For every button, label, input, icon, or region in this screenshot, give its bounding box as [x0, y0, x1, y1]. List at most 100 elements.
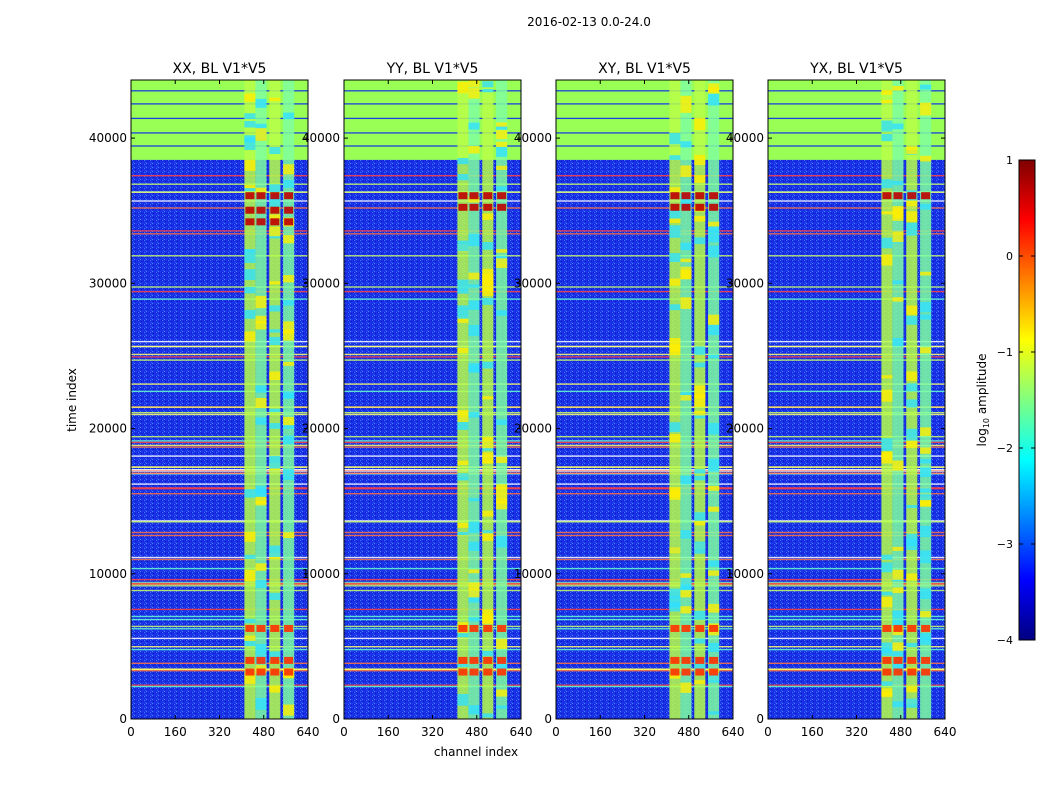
rfi-band-detail — [708, 226, 720, 233]
rfi-line — [344, 472, 521, 474]
rfi-line — [768, 233, 945, 235]
rfi-line — [344, 670, 521, 672]
rfi-band-detail — [496, 484, 508, 489]
rfi-line — [131, 200, 308, 202]
rfi-line — [556, 233, 733, 235]
rfi-band-detail — [669, 673, 681, 679]
flagged-line — [131, 145, 308, 147]
rfi-band-detail — [457, 316, 469, 323]
rfi-line — [344, 531, 521, 534]
rfi-band-detail — [468, 521, 480, 534]
rfi-line — [131, 298, 308, 300]
rfi-band-detail — [496, 689, 508, 697]
hot-cell — [670, 192, 680, 200]
rfi-line — [768, 582, 945, 585]
rfi-line — [768, 488, 945, 490]
y-tick-label: 10000 — [726, 567, 764, 581]
flagged-line — [131, 132, 308, 134]
hot-cell — [681, 192, 691, 200]
rfi-band-detail — [283, 361, 295, 366]
rfi-line — [768, 175, 945, 177]
rfi-line — [344, 290, 521, 293]
rfi-line — [768, 207, 945, 209]
rfi-band-detail — [680, 530, 692, 539]
hot-cell — [695, 624, 705, 632]
rfi-line — [131, 472, 308, 474]
rfi-line — [131, 670, 308, 672]
rfi-band-detail — [482, 510, 494, 517]
rfi-band-detail — [694, 658, 706, 671]
rfi-line — [768, 200, 945, 202]
rfi-band-detail — [283, 329, 295, 341]
rfi-line — [131, 286, 308, 288]
rfi-band-detail — [680, 577, 692, 591]
rfi-band-detail — [457, 522, 469, 528]
rfi-line — [131, 685, 308, 688]
rfi-band-detail — [244, 248, 256, 253]
panel-title: YY, BL V1*V5 — [386, 61, 479, 77]
rfi-line — [768, 585, 945, 587]
flagged-line — [131, 103, 308, 105]
x-tick-label: 0 — [764, 725, 772, 739]
rfi-band-detail — [906, 505, 918, 509]
rfi-line — [344, 487, 521, 489]
colorbar-tick-label: 0 — [1006, 250, 1013, 263]
hot-cell — [245, 192, 255, 200]
rfi-line — [344, 488, 521, 490]
x-tick-label: 160 — [801, 725, 824, 739]
rfi-band-detail — [669, 187, 681, 193]
hot-cell — [907, 656, 917, 664]
hot-cell — [284, 668, 294, 676]
hot-cell — [458, 624, 468, 632]
rfi-band-detail — [457, 240, 469, 252]
rfi-line — [344, 356, 521, 358]
rfi-band-detail — [244, 269, 256, 281]
rfi-band-detail — [482, 268, 494, 280]
y-tick-label: 30000 — [514, 276, 552, 290]
rfi-band-detail — [255, 321, 267, 330]
rfi-line — [131, 531, 308, 534]
rfi-line — [556, 567, 733, 570]
rfi-line — [768, 589, 945, 592]
rfi-band — [892, 80, 904, 719]
hot-cell — [469, 192, 479, 200]
rfi-band-detail — [468, 88, 480, 99]
rfi-line — [556, 625, 733, 628]
y-tick-label: 0 — [544, 712, 552, 726]
rfi-line — [344, 469, 521, 472]
rfi-band — [244, 80, 256, 719]
y-tick-label: 30000 — [89, 276, 127, 290]
y-tick-label: 40000 — [514, 131, 552, 145]
rfi-band-detail — [694, 610, 706, 620]
rfi-line — [556, 648, 733, 651]
hot-cell — [497, 192, 507, 200]
rfi-band-detail — [920, 459, 932, 464]
hot-cell — [921, 656, 931, 664]
rfi-band-detail — [244, 137, 256, 151]
rfi-band-detail — [468, 300, 480, 310]
rfi-line — [556, 488, 733, 490]
rfi-band-detail — [920, 633, 932, 641]
rfi-band-detail — [680, 197, 692, 209]
rfi-band-detail — [283, 300, 295, 306]
rfi-band-detail — [892, 337, 904, 347]
rfi-band-detail — [708, 354, 720, 359]
flagged-line — [768, 103, 945, 105]
rfi-band-detail — [283, 235, 295, 244]
colorbar: 10−1−2−3−4 log10 amplitude — [975, 154, 1036, 647]
rfi-band-detail — [881, 237, 893, 249]
rfi-line — [768, 637, 945, 640]
rfi-band-detail — [892, 85, 904, 91]
hot-cell — [893, 656, 903, 664]
rfi-line — [344, 286, 521, 288]
hot-cell — [245, 624, 255, 632]
rfi-band-detail — [881, 452, 893, 464]
rfi-band-detail — [680, 606, 692, 614]
rfi-line — [556, 390, 733, 393]
flagged-line — [344, 103, 521, 105]
rfi-band-detail — [244, 185, 256, 189]
rfi-band-detail — [708, 324, 720, 336]
rfi-line — [556, 534, 733, 537]
rfi-band-detail — [669, 225, 681, 238]
rfi-band-detail — [269, 329, 281, 333]
